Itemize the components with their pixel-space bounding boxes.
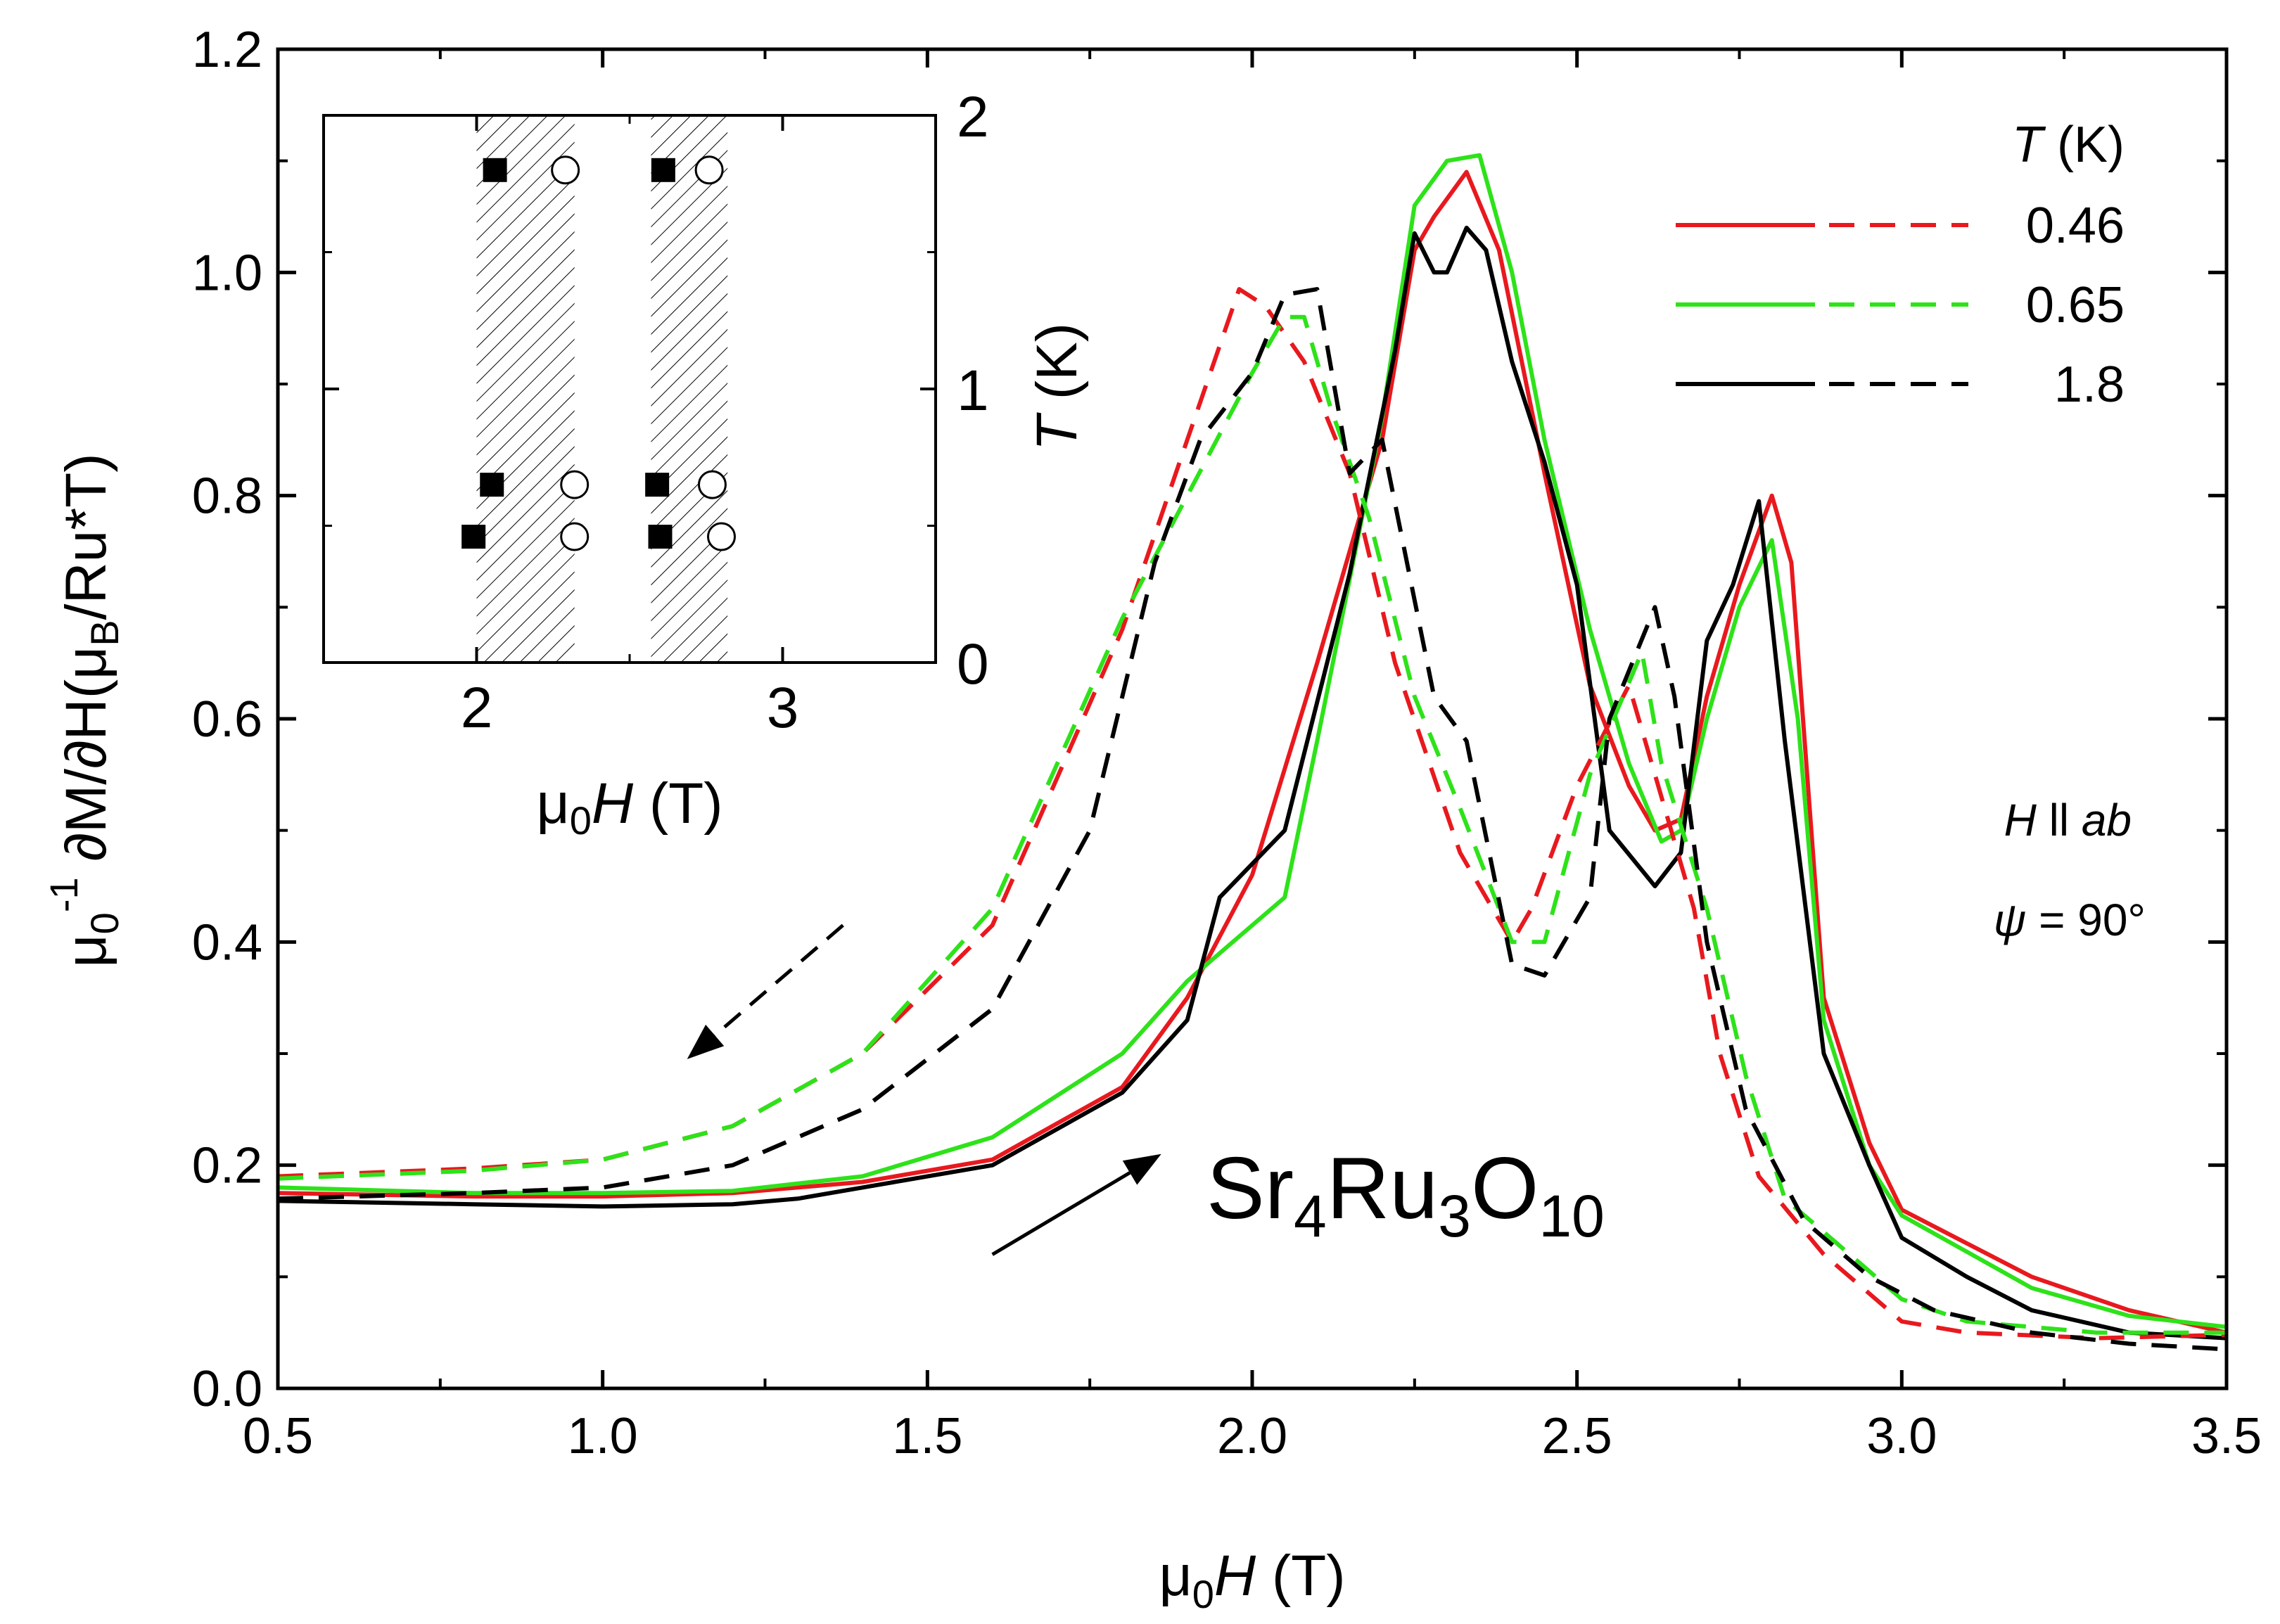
inset-filled-square (483, 158, 507, 182)
inset-phase-diagram: 2 3 0 1 2 μ0H (T) T (K) (322, 85, 1089, 843)
compound-label: Sr4Ru3O10 (1206, 1140, 1605, 1249)
inset-open-circle (707, 522, 736, 551)
inset-y-tick-label: 0 (957, 632, 989, 696)
down-sweep-arrow-shaft (713, 923, 844, 1037)
series-line-1 (278, 153, 2227, 1329)
main-plot-series (278, 153, 2227, 1352)
inset-open-circle (560, 522, 590, 551)
inset-hatched-band (651, 115, 728, 663)
x-axis-label: μ0H (T) (1159, 1544, 1345, 1616)
inset-y-tick-label: 2 (957, 85, 989, 149)
series-line-2 (278, 225, 2227, 1341)
inset-open-circle (560, 470, 590, 499)
inset-filled-square (651, 158, 675, 182)
y-tick-label: 0.2 (192, 1138, 262, 1194)
inset-filled-square (645, 473, 670, 497)
inset-filled-square (480, 473, 504, 497)
inset-y-tick-label: 1 (957, 359, 989, 423)
inset-filled-square (461, 525, 486, 549)
y-tick-label: 1.2 (192, 22, 262, 78)
inset-open-circle (694, 155, 724, 185)
x-tick-label: 2.0 (1217, 1408, 1287, 1464)
y-tick-label: 0.0 (192, 1361, 262, 1417)
inset-x-axis-label: μ0H (T) (536, 772, 722, 843)
legend-title: T (K) (2012, 117, 2125, 173)
series-line-3 (278, 287, 2227, 1341)
sweep-arrows (687, 923, 1161, 1256)
x-tick-label: 3.5 (2191, 1408, 2262, 1464)
y-axis-label: μ0-1 ∂M/∂H(μB/Ru*T) (42, 453, 127, 967)
x-tick-label: 1.0 (568, 1408, 638, 1464)
x-tick-label: 0.5 (243, 1408, 313, 1464)
main-axis-ticks: 0.5 1.0 1.5 2.0 2.5 3.0 3.5 0.0 0.2 0.4 0.6 0.8 1.0 1… (192, 22, 2262, 1464)
series-line-0 (278, 170, 2227, 1335)
legend: T (K) 0.46 0.65 1.8 (1676, 117, 2125, 413)
legend-label: 1.8 (2054, 357, 2125, 413)
inset-hatched-bands (476, 115, 728, 663)
inset-data-points (461, 155, 736, 551)
legend-label: 0.65 (2026, 277, 2125, 333)
y-tick-label: 1.0 (192, 245, 262, 301)
y-tick-label: 0.6 (192, 691, 262, 748)
field-orientation-label: H ll ab (2004, 795, 2132, 845)
angle-label: ψ = 90° (1994, 895, 2146, 945)
x-tick-label: 1.5 (892, 1408, 962, 1464)
x-tick-label: 2.5 (1542, 1408, 1612, 1464)
inset-y-axis-label: T (K) (1025, 323, 1089, 451)
inset-filled-square (648, 525, 673, 549)
legend-label: 0.46 (2026, 198, 2125, 254)
inset-x-tick-label: 2 (461, 676, 493, 740)
x-tick-label: 3.0 (1866, 1408, 1937, 1464)
up-sweep-arrow-shaft (991, 1171, 1131, 1256)
inset-x-tick-label: 3 (767, 676, 799, 740)
series-line-5 (278, 287, 2227, 1352)
y-tick-label: 0.8 (192, 468, 262, 525)
down-sweep-arrow-head (687, 1024, 725, 1059)
up-sweep-arrow-head (1122, 1153, 1161, 1185)
series-line-4 (278, 314, 2227, 1335)
inset-hatched-band (476, 115, 575, 663)
y-tick-label: 0.4 (192, 914, 262, 971)
inset-open-circle (697, 470, 727, 499)
inset-open-circle (551, 155, 580, 185)
inset-axis-ticks: 2 3 0 1 2 (324, 85, 989, 740)
